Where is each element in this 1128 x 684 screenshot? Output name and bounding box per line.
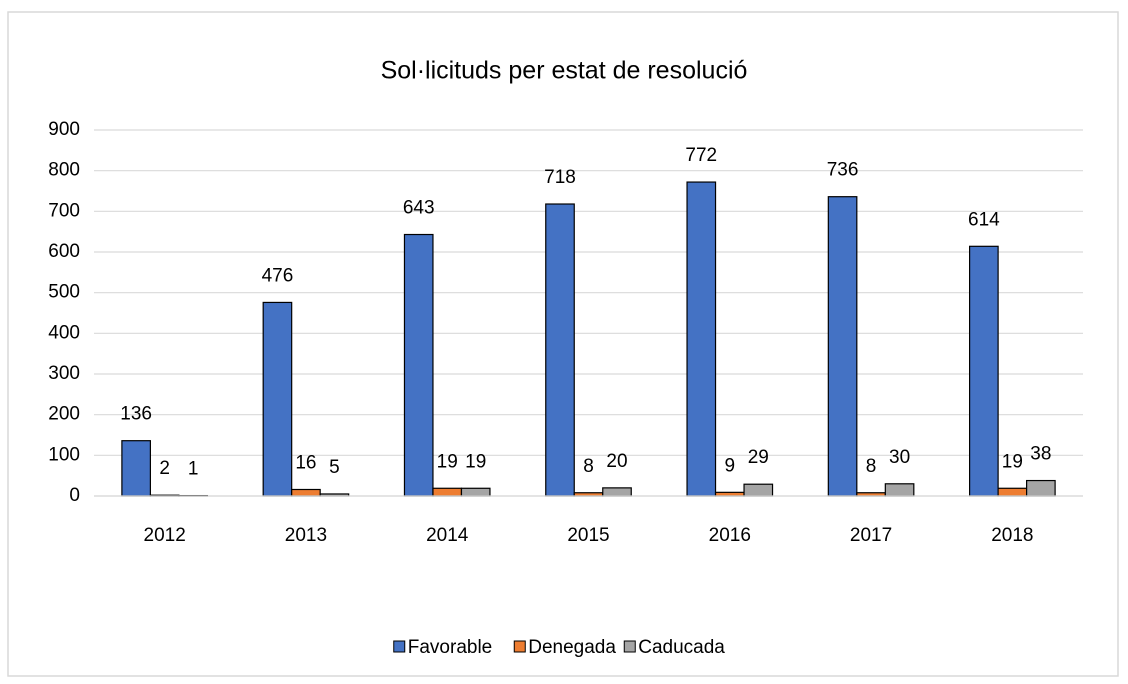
data-label: 476	[262, 265, 294, 286]
data-label: 38	[1030, 444, 1051, 465]
data-label: 30	[889, 447, 910, 468]
data-label: 29	[748, 447, 769, 468]
data-label: 772	[685, 145, 717, 166]
y-tick-label: 600	[48, 241, 80, 262]
bar	[460, 487, 491, 497]
legend-label: Caducada	[638, 637, 725, 658]
x-tick-label: 2014	[426, 525, 469, 546]
bar	[884, 483, 915, 497]
y-tick-label: 400	[48, 322, 80, 343]
bar	[743, 483, 774, 497]
bar	[969, 245, 999, 497]
data-label: 9	[724, 455, 735, 476]
y-tick-label: 500	[48, 282, 80, 303]
data-label: 8	[583, 456, 594, 477]
data-label: 643	[403, 198, 435, 219]
legend-label: Denegada	[528, 637, 616, 658]
x-tick-label: 2017	[850, 525, 892, 546]
data-label: 19	[437, 451, 458, 472]
bar	[686, 181, 717, 497]
bar	[432, 487, 463, 497]
legend-swatch	[513, 640, 526, 653]
bar	[1026, 479, 1056, 497]
data-label: 614	[968, 209, 1000, 230]
data-label: 736	[827, 160, 859, 181]
data-label: 2	[159, 458, 170, 479]
data-label: 19	[465, 451, 486, 472]
bar	[121, 440, 151, 497]
bar	[827, 196, 858, 497]
x-tick-label: 2018	[991, 525, 1033, 546]
y-tick-label: 700	[48, 200, 80, 221]
bar	[262, 301, 293, 497]
x-tick-label: 2012	[144, 525, 186, 546]
y-tick-label: 900	[48, 119, 80, 140]
legend-label: Favorable	[408, 637, 493, 658]
y-tick-label: 0	[69, 485, 80, 506]
bar	[291, 488, 321, 497]
data-label: 8	[866, 456, 877, 477]
bar	[997, 487, 1028, 497]
y-tick-label: 100	[48, 444, 80, 465]
y-tick-label: 300	[48, 363, 80, 384]
x-tick-label: 2013	[285, 525, 327, 546]
bar	[602, 487, 632, 497]
bar	[545, 203, 575, 497]
legend-swatch	[623, 640, 636, 653]
data-label: 5	[329, 457, 340, 478]
legend-swatch	[393, 640, 406, 653]
data-label: 718	[544, 167, 576, 188]
data-label: 1	[188, 459, 199, 480]
bar	[403, 233, 434, 497]
chart-title: Sol·licituds per estat de resolució	[381, 57, 748, 85]
y-tick-label: 200	[48, 404, 80, 425]
data-label: 20	[606, 451, 627, 472]
y-tick-label: 800	[48, 160, 80, 181]
x-tick-label: 2015	[567, 525, 609, 546]
data-label: 16	[295, 453, 316, 474]
data-label: 19	[1002, 451, 1023, 472]
data-label: 136	[120, 404, 152, 425]
x-tick-label: 2016	[709, 525, 751, 546]
